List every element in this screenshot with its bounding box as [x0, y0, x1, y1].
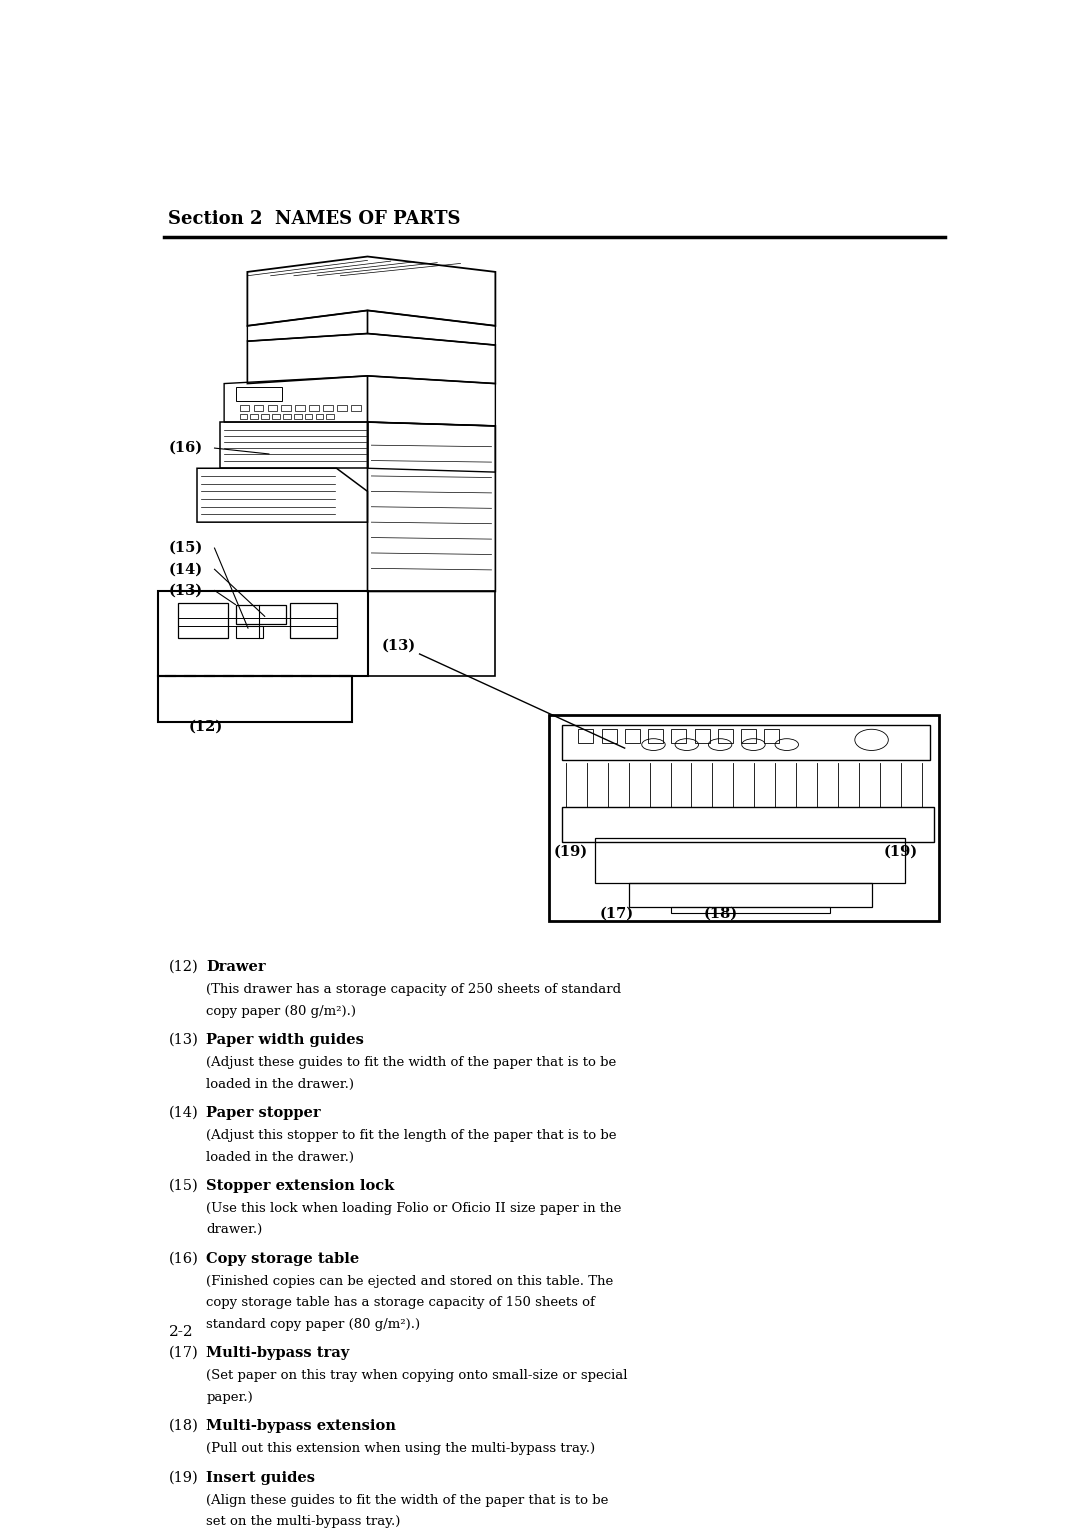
Text: Paper width guides: Paper width guides: [206, 1033, 364, 1047]
Text: copy paper (80 g/m²).): copy paper (80 g/m²).): [206, 1004, 356, 1018]
Text: Paper stopper: Paper stopper: [206, 1106, 321, 1120]
Text: (Pull out this extension when using the multi-bypass tray.): (Pull out this extension when using the …: [206, 1442, 595, 1455]
Text: (12): (12): [168, 960, 199, 973]
Text: set on the multi-bypass tray.): set on the multi-bypass tray.): [206, 1516, 401, 1528]
Text: (12): (12): [189, 720, 224, 733]
Text: (19): (19): [554, 845, 588, 859]
Bar: [337, 405, 347, 411]
Bar: [315, 414, 323, 419]
Bar: [351, 405, 361, 411]
Bar: [625, 729, 639, 744]
Bar: [648, 729, 663, 744]
Text: copy storage table has a storage capacity of 150 sheets of: copy storage table has a storage capacit…: [206, 1296, 595, 1309]
Text: (15): (15): [168, 541, 203, 555]
Bar: [235, 388, 282, 402]
Text: (18): (18): [168, 1418, 199, 1433]
Text: (Adjust this stopper to fit the length of the paper that is to be: (Adjust this stopper to fit the length o…: [206, 1129, 617, 1143]
Bar: [268, 405, 276, 411]
Text: Drawer: Drawer: [206, 960, 266, 973]
Text: (Use this lock when loading Folio or Oficio II size paper in the: (Use this lock when loading Folio or Ofi…: [206, 1203, 621, 1215]
Text: (This drawer has a storage capacity of 250 sheets of standard: (This drawer has a storage capacity of 2…: [206, 984, 621, 996]
Text: (17): (17): [168, 1346, 199, 1360]
Text: (13): (13): [382, 639, 416, 652]
Text: Multi-bypass extension: Multi-bypass extension: [206, 1418, 396, 1433]
Text: (14): (14): [168, 562, 203, 576]
Bar: [240, 414, 247, 419]
Bar: [550, 715, 939, 921]
Text: (Adjust these guides to fit the width of the paper that is to be: (Adjust these guides to fit the width of…: [206, 1056, 617, 1070]
Bar: [240, 405, 248, 411]
Bar: [261, 414, 269, 419]
Bar: [602, 729, 617, 744]
Text: (16): (16): [168, 442, 203, 455]
Text: (Align these guides to fit the width of the paper that is to be: (Align these guides to fit the width of …: [206, 1494, 608, 1507]
Text: paper.): paper.): [206, 1390, 253, 1404]
Bar: [305, 414, 312, 419]
Text: (13): (13): [168, 1033, 199, 1047]
Text: standard copy paper (80 g/m²).): standard copy paper (80 g/m²).): [206, 1317, 420, 1331]
Text: (Set paper on this tray when copying onto small-size or special: (Set paper on this tray when copying ont…: [206, 1369, 627, 1383]
Text: (15): (15): [168, 1178, 199, 1193]
Text: (17): (17): [599, 908, 633, 921]
Bar: [765, 729, 780, 744]
Bar: [694, 729, 710, 744]
Bar: [254, 405, 262, 411]
Text: Multi-bypass tray: Multi-bypass tray: [206, 1346, 350, 1360]
Bar: [251, 414, 258, 419]
Text: (16): (16): [168, 1251, 199, 1265]
Text: Insert guides: Insert guides: [206, 1470, 315, 1485]
Bar: [296, 405, 305, 411]
Text: (13): (13): [168, 584, 203, 597]
Text: loaded in the drawer.): loaded in the drawer.): [206, 1077, 354, 1091]
Bar: [309, 405, 319, 411]
Text: (19): (19): [168, 1470, 199, 1485]
Text: Stopper extension lock: Stopper extension lock: [206, 1178, 394, 1193]
Bar: [294, 414, 301, 419]
Bar: [718, 729, 733, 744]
Text: (19): (19): [885, 845, 918, 859]
Bar: [323, 405, 333, 411]
Text: (18): (18): [704, 908, 738, 921]
Bar: [741, 729, 756, 744]
Bar: [578, 729, 593, 744]
Bar: [272, 414, 280, 419]
Text: Copy storage table: Copy storage table: [206, 1251, 360, 1265]
Text: (Finished copies can be ejected and stored on this table. The: (Finished copies can be ejected and stor…: [206, 1276, 613, 1288]
Bar: [282, 405, 291, 411]
Text: Section 2  NAMES OF PARTS: Section 2 NAMES OF PARTS: [168, 209, 461, 228]
Text: 2-2: 2-2: [168, 1325, 193, 1339]
Text: loaded in the drawer.): loaded in the drawer.): [206, 1151, 354, 1163]
Text: drawer.): drawer.): [206, 1224, 262, 1236]
Text: (14): (14): [168, 1106, 199, 1120]
Bar: [672, 729, 687, 744]
Bar: [283, 414, 291, 419]
Bar: [326, 414, 334, 419]
